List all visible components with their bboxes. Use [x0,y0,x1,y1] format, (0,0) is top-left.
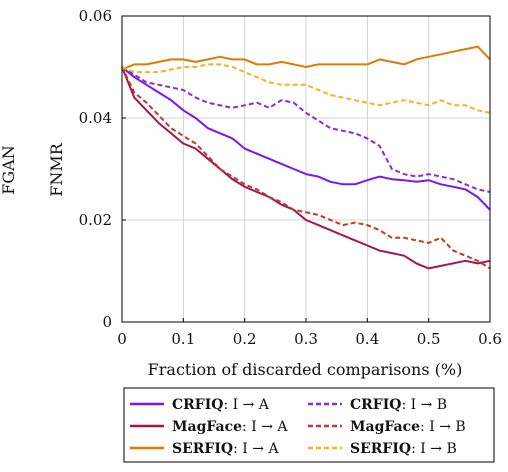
series-layer [121,45,491,270]
series-line-1 [121,66,491,211]
series-line-5 [121,45,491,71]
legend-label-1: CRFIQ: I → A [172,397,270,413]
left-label-fgan: FGAN [0,145,18,194]
y-tick-label-0: 0 [102,313,112,331]
tick-labels: 0 0.1 0.2 0.3 0.4 0.5 0.6 0 0.02 0.04 0.06 [79,7,502,348]
legend-label-3: MagFace: I → A [172,419,288,435]
y-tick-label-2: 0.04 [79,109,112,127]
legend-label-2: CRFIQ: I → B [350,397,447,413]
x-axis-label: Fraction of discarded comparisons (%) [148,360,463,379]
x-tick-label-1: 0.1 [171,330,195,348]
x-tick-label-5: 0.5 [417,330,441,348]
x-tick-label-3: 0.3 [294,330,318,348]
y-tick-label-1: 0.02 [79,211,112,229]
legend-label-4: MagFace: I → B [350,419,466,435]
axes [121,15,491,323]
x-tick-label-0: 0 [117,330,127,348]
series-line-6 [121,63,491,114]
grid [121,15,491,323]
legend-label-6: SERFIQ: I → B [350,441,457,457]
series-line-3 [121,66,491,270]
x-tick-label-2: 0.2 [233,330,257,348]
legend-label-5: SERFIQ: I → A [172,441,279,457]
y-tick-label-3: 0.06 [79,7,112,25]
series-line-2 [121,66,491,193]
series-line-4 [121,66,491,270]
legend: CRFIQ: I → A CRFIQ: I → B MagFace: I → A Ma… [123,387,495,463]
x-tick-label-4: 0.4 [355,330,379,348]
left-label-fnmr: FNMR [47,142,66,196]
x-tick-label-6: 0.6 [478,330,502,348]
